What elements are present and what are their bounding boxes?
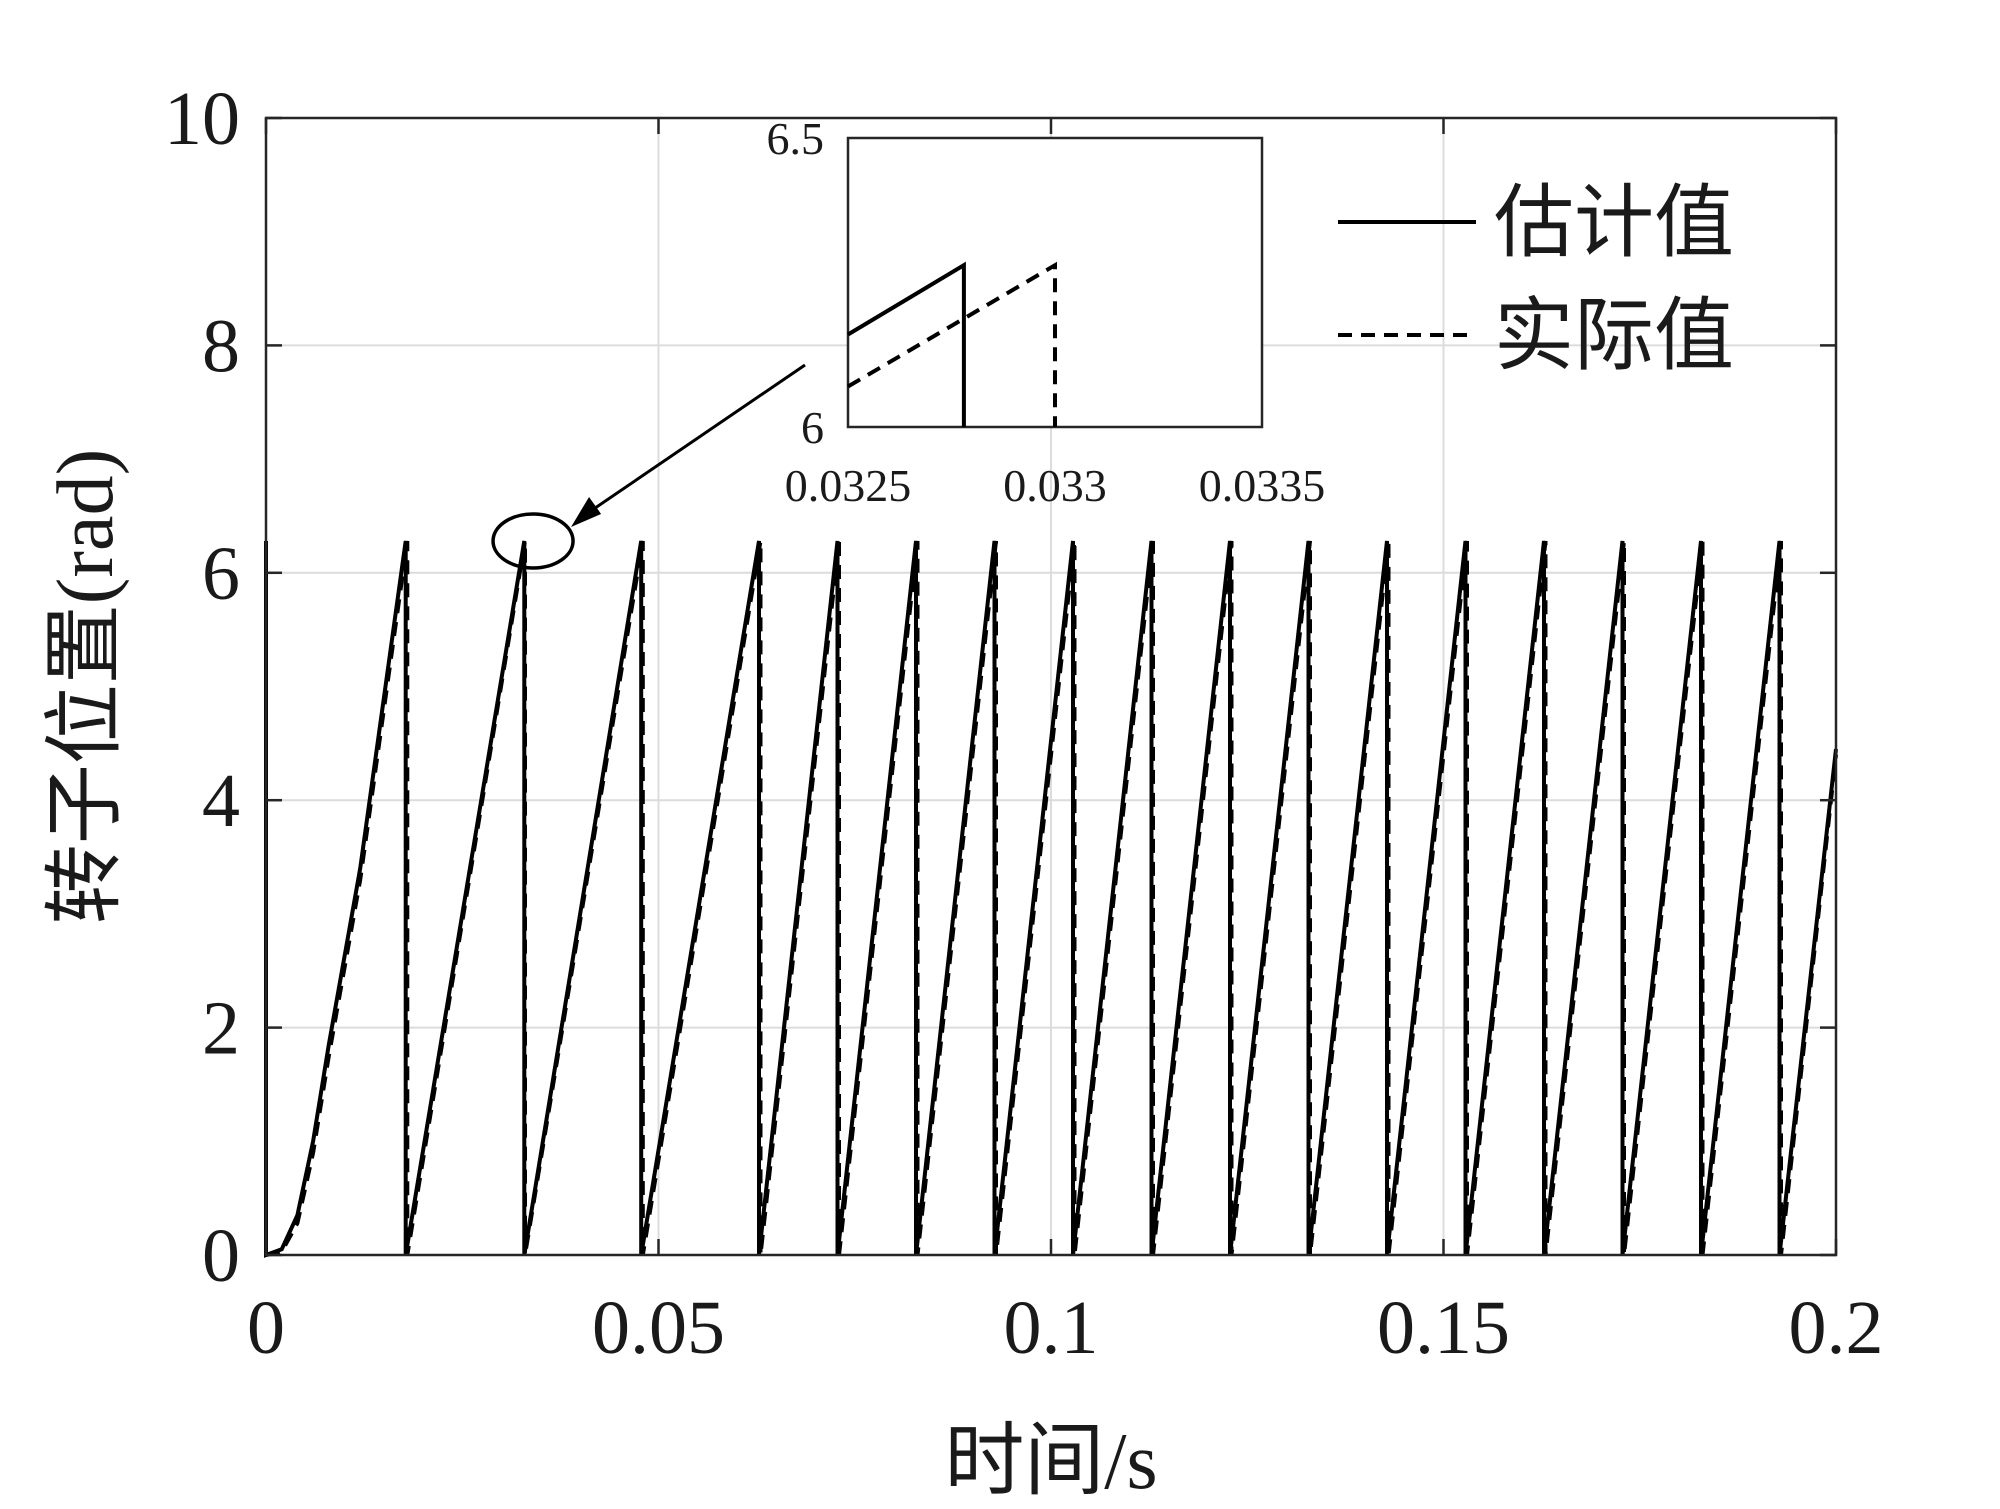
ticks: 0 0.05 0.1 0.15 0.2 0 2 4 6 8 10 [164, 77, 1884, 1370]
inset-y-tick-label-1: 6.5 [767, 113, 825, 164]
zoom-arrow-head [571, 496, 602, 527]
inset-x-tick-label-2: 0.0335 [1199, 460, 1326, 511]
inset-x-tick-label-0: 0.0325 [785, 460, 912, 511]
x-tick-label-4: 0.2 [1789, 1286, 1884, 1370]
legend-label-estimated: 估计值 [1494, 180, 1734, 268]
legend-label-actual: 实际值 [1494, 293, 1734, 381]
y-tick-label-5: 10 [164, 77, 240, 161]
x-axis-label: 时间/s [944, 1418, 1157, 1504]
inset-x-tick-label-1: 0.033 [1003, 460, 1107, 511]
x-tick-label-2: 0.1 [1004, 1286, 1099, 1370]
legend: 估计值 实际值 [1338, 180, 1734, 381]
y-tick-label-4: 8 [202, 304, 240, 388]
x-tick-label-0: 0 [247, 1286, 285, 1370]
inset-zoom: 0.0325 0.033 0.0335 6 6.5 [491, 113, 1326, 570]
series-layer [264, 540, 1838, 1258]
inset-y-tick-label-0: 6 [801, 402, 824, 453]
x-tick-label-3: 0.15 [1377, 1286, 1510, 1370]
zoom-arrow-shaft [578, 363, 806, 521]
inset-series-line-1 [846, 261, 1057, 427]
inset-series-line-0 [846, 261, 966, 427]
y-tick-label-3: 6 [202, 532, 240, 616]
y-tick-label-2: 4 [202, 759, 240, 843]
y-axis-label: 转子位置(rad) [42, 449, 130, 924]
y-tick-label-0: 0 [202, 1214, 240, 1298]
x-tick-label-1: 0.05 [592, 1286, 725, 1370]
y-tick-label-1: 2 [202, 987, 240, 1071]
zoom-ellipse [491, 512, 575, 570]
